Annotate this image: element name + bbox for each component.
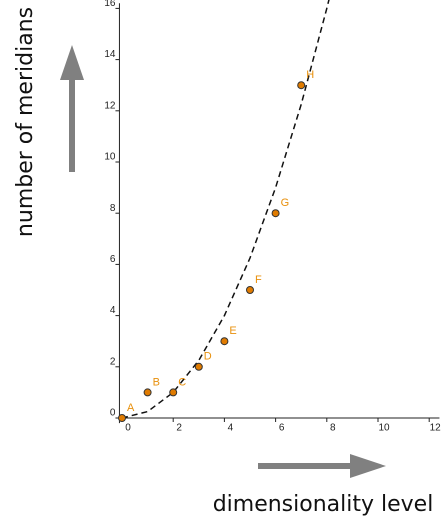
x-tick-label: 8 bbox=[330, 423, 336, 434]
point bbox=[194, 362, 203, 371]
point bbox=[169, 388, 178, 397]
point bbox=[143, 388, 152, 397]
y-tick-label: 4 bbox=[110, 305, 116, 316]
up-arrow-head bbox=[60, 45, 84, 80]
x-tick-label: 6 bbox=[279, 423, 285, 434]
point-label: E bbox=[229, 325, 236, 337]
point-label: F bbox=[255, 274, 262, 286]
y-tick-label: 14 bbox=[104, 49, 116, 60]
point-label: D bbox=[204, 351, 212, 363]
x-tick-label: 2 bbox=[176, 423, 182, 434]
y-tick-label: 0 bbox=[110, 408, 116, 419]
x-axis-title: dimensionality level bbox=[213, 492, 434, 517]
point-label: H bbox=[306, 69, 314, 81]
y-tick-label: 16 bbox=[104, 0, 116, 9]
right-arrow-head bbox=[350, 454, 386, 478]
point-label: B bbox=[153, 376, 160, 388]
y-tick-label: 6 bbox=[110, 254, 116, 265]
point bbox=[220, 337, 229, 346]
point bbox=[118, 414, 126, 422]
y-axis-title: number of meridians bbox=[13, 7, 38, 237]
point bbox=[297, 81, 306, 90]
point-label: G bbox=[281, 197, 290, 209]
x-tick-label: 0 bbox=[125, 423, 131, 434]
point bbox=[246, 286, 254, 294]
y-tick-label: 8 bbox=[110, 203, 116, 214]
point bbox=[271, 209, 280, 218]
fit-curve bbox=[121, 0, 330, 419]
x-tick-label: 10 bbox=[378, 423, 390, 434]
y-tick-label: 12 bbox=[104, 100, 116, 111]
x-tick-label: 4 bbox=[228, 423, 234, 434]
y-tick-label: 2 bbox=[110, 356, 116, 367]
x-tick-label: 12 bbox=[430, 423, 441, 434]
point-label: A bbox=[127, 402, 135, 414]
point-label: C bbox=[178, 376, 186, 388]
y-tick-label: 10 bbox=[104, 152, 116, 163]
